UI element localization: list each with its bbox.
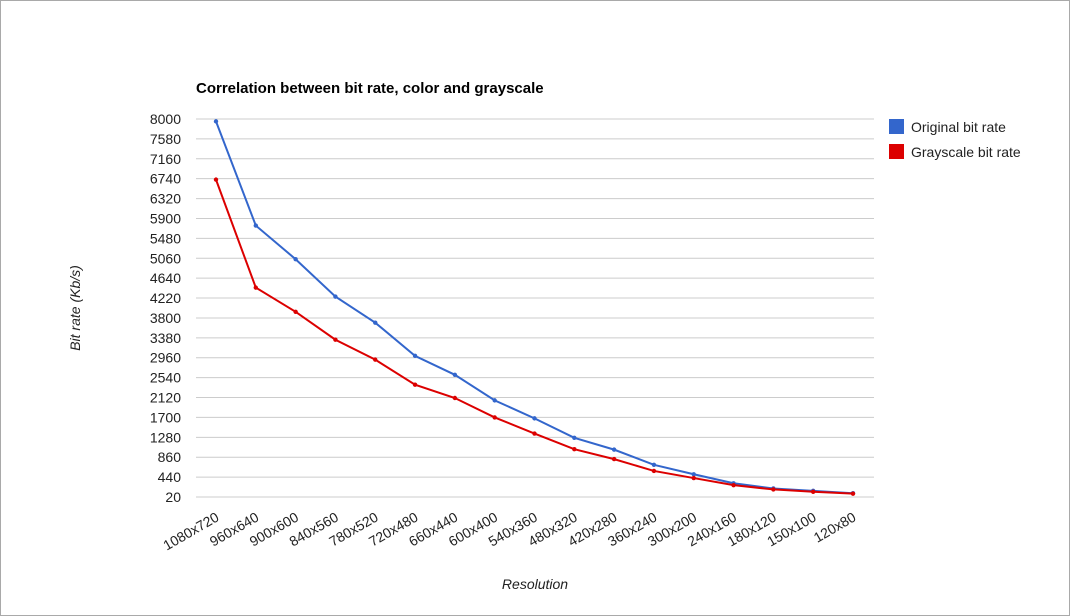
- legend: Original bit rate Grayscale bit rate: [889, 119, 1021, 160]
- data-point: [373, 357, 378, 362]
- y-tick-label: 2540: [150, 370, 181, 386]
- y-axis-ticks: 8000 7580 7160 6740 6320 5900 5480 5060 4640 4220…: [150, 111, 181, 505]
- legend-swatch: [889, 119, 904, 134]
- data-point: [572, 435, 577, 440]
- data-point: [691, 475, 696, 481]
- data-point: [810, 489, 816, 494]
- x-axis-ticks: 1080x720960x640900x600840x560780x520720x…: [160, 509, 858, 554]
- legend-label: Grayscale bit rate: [911, 144, 1021, 160]
- y-tick-label: 860: [158, 449, 182, 465]
- data-point: [611, 447, 617, 452]
- y-tick-label: 7160: [150, 151, 181, 167]
- x-tick-label: 120x80: [811, 509, 859, 546]
- y-tick-label: 1280: [150, 429, 181, 445]
- data-point: [492, 398, 497, 403]
- y-tick-label: 6740: [150, 171, 181, 187]
- data-point: [651, 462, 657, 467]
- data-point: [293, 309, 298, 314]
- y-tick-label: 2120: [150, 390, 181, 406]
- y-tick-label: 20: [165, 489, 181, 505]
- data-point: [213, 119, 219, 124]
- y-tick-label: 440: [158, 469, 182, 485]
- y-tick-label: 5900: [150, 210, 181, 226]
- data-point: [492, 415, 497, 420]
- data-point: [333, 337, 338, 342]
- legend-swatch: [889, 144, 904, 159]
- data-point: [731, 482, 736, 488]
- y-tick-label: 2960: [150, 350, 181, 366]
- y-tick-label: 7580: [150, 131, 181, 147]
- data-point: [213, 177, 219, 182]
- legend-label: Original bit rate: [911, 119, 1006, 135]
- y-tick-label: 8000: [150, 111, 181, 127]
- data-point: [373, 320, 378, 325]
- data-point: [691, 472, 696, 477]
- data-point: [850, 491, 856, 496]
- data-point: [651, 468, 657, 474]
- data-point: [412, 382, 418, 387]
- series-line-2: [215, 179, 854, 495]
- y-tick-label: 5060: [150, 250, 181, 266]
- data-point: [452, 395, 458, 401]
- data-point: [293, 257, 298, 262]
- data-point: [253, 285, 259, 290]
- y-tick-label: 3800: [150, 310, 181, 326]
- data-point: [572, 446, 577, 452]
- y-tick-label: 6320: [150, 191, 181, 207]
- data-point: [452, 372, 458, 377]
- gridlines: [196, 118, 874, 498]
- y-tick-label: 1700: [150, 409, 181, 425]
- y-axis-title: Bit rate (Kb/s): [67, 265, 83, 351]
- data-point: [412, 353, 418, 359]
- series-layer: [213, 119, 856, 496]
- data-point: [611, 456, 617, 462]
- x-axis-title: Resolution: [502, 576, 568, 592]
- chart-title: Correlation between bit rate, color and …: [196, 80, 544, 97]
- data-point: [532, 416, 537, 421]
- data-point: [532, 431, 537, 436]
- y-tick-label: 3380: [150, 330, 181, 346]
- data-point: [253, 223, 259, 228]
- y-tick-label: 5480: [150, 230, 181, 246]
- data-point: [771, 487, 776, 492]
- y-tick-label: 4640: [150, 270, 181, 286]
- y-tick-label: 4220: [150, 290, 181, 306]
- data-point: [333, 294, 338, 299]
